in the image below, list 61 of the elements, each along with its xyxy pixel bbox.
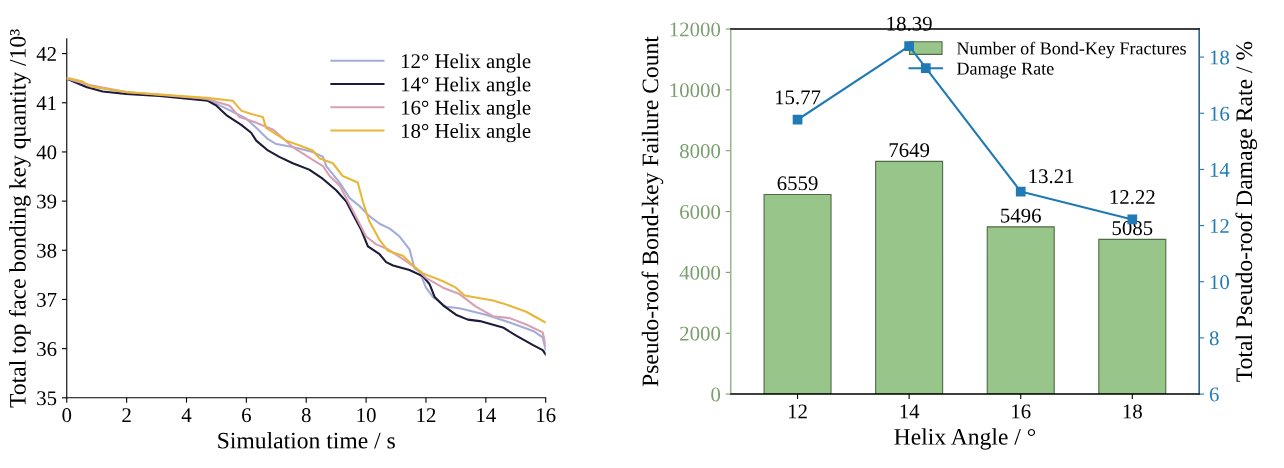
- y-tick-label: 42: [36, 47, 56, 61]
- y-tick-label: 4000: [679, 265, 721, 280]
- x-tick-label: 0: [62, 408, 72, 423]
- x-tick-label: 18: [1123, 404, 1142, 419]
- bar: [763, 193, 832, 395]
- y-tick-label: 12000: [670, 22, 721, 37]
- y-tick-label: 8000: [680, 144, 721, 159]
- y-tick-label: 40: [36, 145, 57, 160]
- legend-label: 18° Helix angle: [401, 123, 531, 143]
- y-tick-label: 6000: [680, 204, 721, 219]
- x-tick-label: 10: [357, 408, 376, 423]
- x-tick-label: 16: [1012, 404, 1031, 419]
- y2-axis-title: Total Pseudo-roof Damage Rate / %: [1235, 41, 1258, 382]
- x-tick-label: 14: [900, 404, 920, 419]
- x-tick-label: 12: [417, 408, 436, 422]
- y-tick-label: 36: [37, 342, 57, 357]
- y-tick-label: 10000: [670, 83, 721, 98]
- y-tick-label: 35: [37, 391, 57, 406]
- point: [1015, 186, 1026, 197]
- y-axis-title: Total top face bonding key quantity /10³: [8, 29, 31, 408]
- data-label: 7649: [889, 143, 930, 158]
- y-tick-label: 2000: [680, 326, 721, 341]
- y2-tick-label: 6: [1209, 387, 1219, 402]
- data-label: 18.39: [887, 16, 932, 31]
- legend-label: Number of Bond-Key Fractures: [956, 41, 1186, 59]
- point: [904, 41, 914, 52]
- bar: [986, 226, 1055, 395]
- y2-tick-label: 18: [1210, 50, 1230, 65]
- y2-tick-label: 16: [1210, 106, 1230, 121]
- data-label: 5085: [1112, 221, 1153, 236]
- y2-tick-label: 10: [1210, 275, 1230, 290]
- x-tick-label: 8: [301, 408, 311, 423]
- bar: [1098, 238, 1167, 395]
- y2-tick-label: 14: [1210, 162, 1230, 177]
- legend-label: 12° Helix angle: [401, 53, 531, 73]
- x-tick-label: 2: [122, 408, 131, 422]
- data-label: 5496: [1001, 208, 1041, 223]
- point: [792, 114, 803, 125]
- legend-label: 14° Helix angle: [401, 76, 531, 96]
- x-tick-label: 12: [788, 404, 807, 419]
- legend-label: 16° Helix angle: [401, 100, 531, 119]
- y2-tick-label: 8: [1209, 331, 1219, 346]
- y-axis-title: Pseudo-roof Bond-key Failure Count: [641, 36, 664, 387]
- x-axis-title: Simulation time / s: [218, 431, 395, 449]
- x-tick-label: 16: [537, 408, 556, 423]
- data-label: 6559: [777, 176, 818, 191]
- x-tick-label: 4: [181, 408, 192, 422]
- x-axis-title: Helix Angle / °: [894, 428, 1036, 450]
- y-tick-label: 39: [37, 194, 57, 209]
- y2-tick-label: 12: [1210, 219, 1229, 233]
- y-tick-label: 0: [711, 387, 721, 402]
- data-label: 12.22: [1110, 190, 1155, 205]
- x-tick-label: 14: [477, 408, 496, 422]
- x-tick-label: 6: [242, 408, 251, 423]
- y-tick-label: 41: [36, 96, 56, 110]
- y-tick-label: 37: [37, 292, 57, 307]
- bar: [875, 160, 944, 395]
- y-tick-label: 38: [37, 243, 57, 258]
- data-label: 15.77: [775, 90, 821, 105]
- data-label: 13.21: [1029, 169, 1074, 184]
- legend-label: Damage Rate: [956, 62, 1054, 79]
